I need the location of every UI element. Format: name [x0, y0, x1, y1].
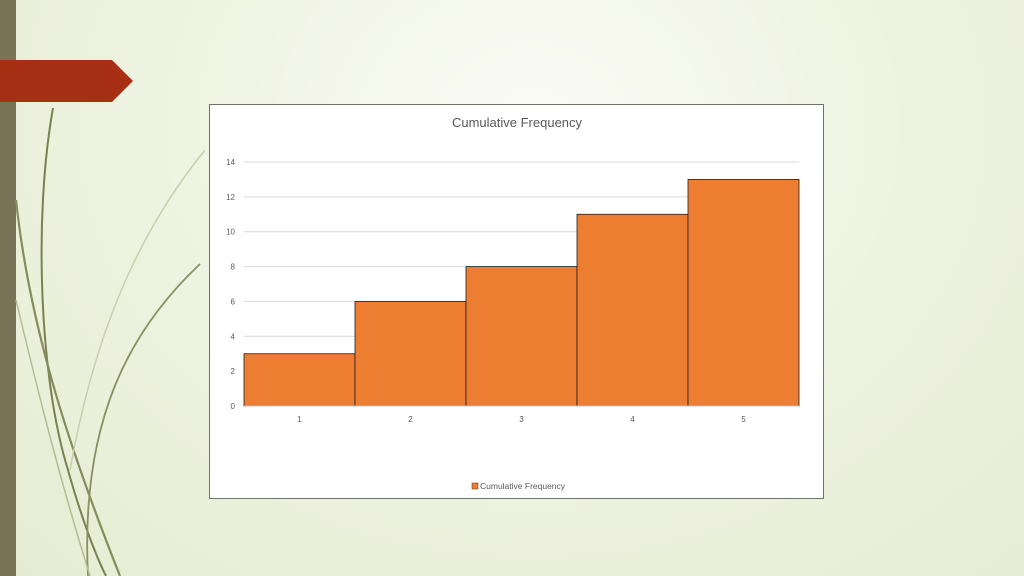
left-side-bar: [0, 0, 16, 576]
y-tick-label: 0: [231, 402, 236, 411]
y-axis-ticks: 0 2 4 6 8 10 12 14: [226, 158, 235, 411]
bar: [354, 301, 467, 407]
x-tick-label: 3: [519, 415, 524, 424]
y-tick-label: 6: [231, 297, 236, 306]
chart-title: Cumulative Frequency: [452, 115, 583, 130]
x-tick-label: 5: [741, 415, 746, 424]
x-tick-label: 2: [408, 415, 413, 424]
grass-stem: [69, 149, 206, 471]
legend-label: Cumulative Frequency: [480, 481, 566, 491]
legend-swatch: [471, 482, 479, 490]
x-axis-ticks: 1 2 3 4 5: [297, 415, 746, 424]
y-tick-label: 8: [231, 263, 236, 272]
y-tick-label: 12: [226, 193, 235, 202]
accent-tab: [0, 60, 133, 102]
grass-stem: [14, 199, 122, 576]
y-tick-label: 2: [231, 367, 236, 376]
bar: [243, 353, 356, 407]
x-tick-label: 1: [297, 415, 302, 424]
grass-stem: [40, 107, 107, 576]
bar: [465, 266, 578, 407]
y-tick-label: 14: [226, 158, 235, 167]
x-tick-label: 4: [630, 415, 635, 424]
grass-stem: [86, 263, 201, 576]
grass-stem: [15, 299, 91, 576]
bar: [576, 213, 689, 407]
bars: [243, 179, 800, 407]
bar: [687, 179, 800, 407]
y-tick-label: 4: [231, 332, 236, 341]
legend: Cumulative Frequency: [471, 481, 566, 491]
y-tick-label: 10: [226, 228, 235, 237]
